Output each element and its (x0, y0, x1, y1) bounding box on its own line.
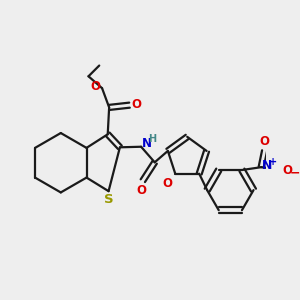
Text: N: N (142, 137, 152, 150)
Text: O: O (132, 98, 142, 110)
Text: O: O (162, 177, 172, 190)
Text: S: S (104, 194, 114, 206)
Text: −: − (290, 166, 300, 179)
Text: N: N (262, 159, 272, 172)
Text: O: O (90, 80, 100, 93)
Text: O: O (136, 184, 146, 196)
Text: O: O (260, 135, 270, 148)
Text: +: + (269, 157, 277, 167)
Text: H: H (148, 134, 157, 144)
Text: O: O (283, 164, 293, 177)
